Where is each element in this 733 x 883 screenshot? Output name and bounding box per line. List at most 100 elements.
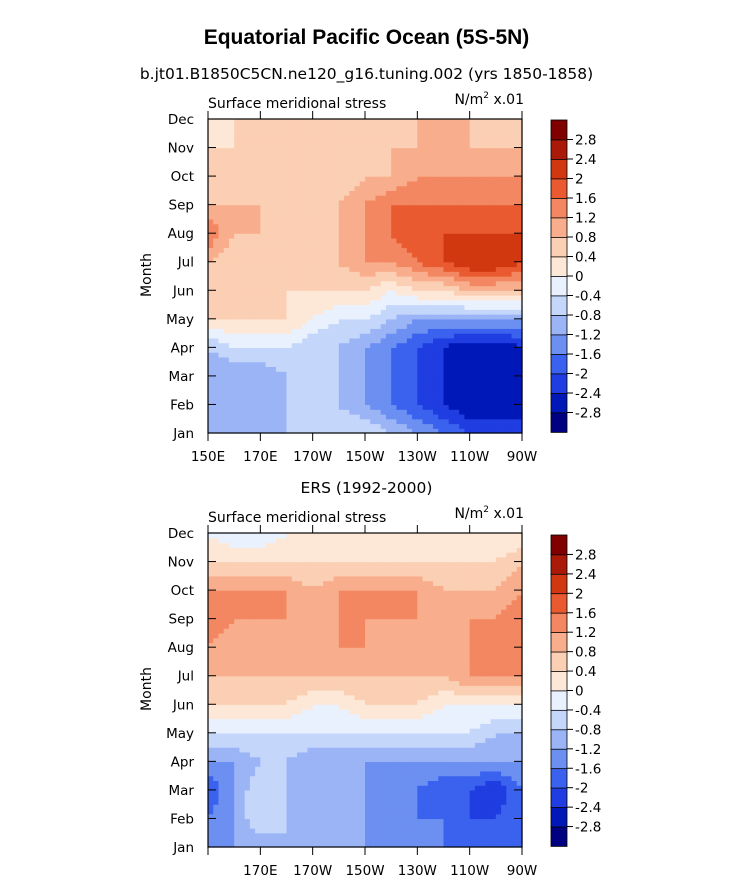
- contour-cell: [495, 142, 502, 149]
- contour-cell: [302, 152, 309, 158]
- y-tick-label: Aug: [168, 226, 194, 242]
- contour-cell: [506, 276, 513, 282]
- contour-cell: [349, 409, 356, 415]
- contour-cell: [213, 832, 220, 839]
- contour-cell: [412, 356, 418, 363]
- contour-cell: [260, 209, 267, 215]
- contour-cell: [286, 256, 293, 263]
- contour-cell: [218, 799, 225, 805]
- contour-cell: [276, 138, 282, 144]
- contour-cell: [422, 352, 429, 358]
- contour-cell: [302, 832, 309, 839]
- contour-cell: [406, 237, 413, 244]
- contour-cell: [417, 280, 424, 287]
- contour-cell: [511, 832, 518, 839]
- contour-cell: [391, 799, 397, 805]
- contour-cell: [422, 128, 429, 134]
- contour-cell: [433, 128, 439, 134]
- contour-cell: [228, 261, 235, 268]
- contour-cell: [417, 794, 424, 801]
- contour-cell: [422, 390, 429, 396]
- contour-cell: [323, 266, 329, 272]
- y-tick-label: Jul: [177, 255, 194, 271]
- contour-cell: [312, 309, 319, 315]
- contour-cell: [333, 233, 340, 239]
- contour-cell: [490, 295, 497, 301]
- contour-cell: [286, 180, 293, 187]
- contour-cell: [495, 228, 502, 234]
- contour-cell: [213, 409, 220, 415]
- contour-cell: [223, 318, 230, 325]
- contour-cell: [344, 399, 350, 406]
- contour-cell: [354, 428, 361, 434]
- contour-cell: [438, 428, 445, 434]
- contour-cell: [255, 827, 261, 834]
- contour-cell: [286, 428, 293, 434]
- contour-cell: [228, 409, 235, 415]
- contour-cell: [328, 123, 335, 130]
- contour-cell: [433, 161, 439, 168]
- contour-cell: [344, 247, 350, 253]
- contour-cell: [485, 185, 492, 191]
- contour-cell: [406, 842, 413, 848]
- contour-cell: [281, 285, 288, 291]
- contour-cell: [265, 280, 272, 287]
- contour-cell: [401, 423, 408, 429]
- contour-cell: [270, 342, 277, 348]
- contour-cell: [511, 123, 518, 130]
- contour-cell: [480, 304, 486, 310]
- contour-cell: [516, 375, 523, 382]
- contour-cell: [464, 366, 471, 372]
- contour-cell: [228, 823, 235, 829]
- contour-cell: [323, 371, 329, 377]
- contour-cell: [359, 128, 366, 134]
- contour-cell: [495, 195, 502, 201]
- contour-cell: [417, 133, 424, 139]
- contour-cell: [338, 180, 345, 187]
- contour-cell: [307, 404, 314, 410]
- contour-cell: [249, 418, 256, 425]
- contour-cell: [323, 333, 329, 339]
- contour-cell: [208, 794, 214, 801]
- contour-cell: [265, 285, 272, 291]
- contour-cell: [380, 214, 387, 220]
- contour-cell: [443, 832, 450, 839]
- contour-cell: [511, 823, 518, 829]
- contour-cell: [506, 842, 513, 848]
- contour-cell: [469, 138, 476, 144]
- contour-cell: [464, 285, 471, 291]
- contour-cell: [375, 290, 382, 296]
- contour-cell: [412, 375, 418, 382]
- contour-cell: [276, 209, 282, 215]
- contour-cell: [459, 371, 466, 377]
- contour-cell: [296, 218, 303, 225]
- contour-cell: [401, 199, 408, 206]
- contour-cell: [391, 352, 397, 358]
- contour-cell: [501, 418, 507, 425]
- contour-cell: [328, 290, 335, 296]
- contour-cell: [213, 209, 220, 215]
- contour-cell: [276, 804, 282, 810]
- contour-cell: [480, 237, 486, 244]
- contour-cell: [213, 304, 220, 310]
- contour-cell: [417, 123, 424, 130]
- contour-cell: [323, 385, 329, 391]
- contour-cell: [344, 290, 350, 296]
- contour-cell: [323, 161, 329, 168]
- contour-cell: [312, 342, 319, 348]
- contour-cell: [270, 428, 277, 434]
- contour-cell: [427, 204, 434, 210]
- contour-cell: [480, 409, 486, 415]
- contour-cell: [281, 337, 288, 344]
- contour-cell: [448, 261, 455, 268]
- contour-cell: [228, 394, 235, 401]
- contour-cell: [438, 823, 445, 829]
- contour-cell: [501, 299, 507, 306]
- contour-cell: [354, 837, 361, 843]
- contour-cell: [323, 842, 329, 848]
- contour-cell: [260, 233, 267, 239]
- contour-cell: [354, 337, 361, 344]
- contour-cell: [443, 366, 450, 372]
- contour-cell: [296, 404, 303, 410]
- contour-cell: [359, 385, 366, 391]
